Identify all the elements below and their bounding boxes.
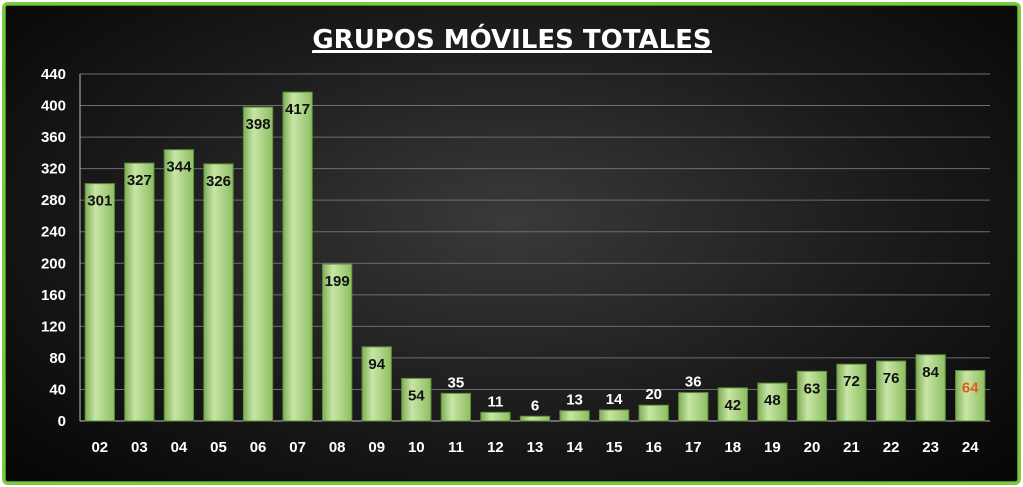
bar-08 — [322, 263, 353, 422]
x-tick-label: 16 — [645, 439, 662, 456]
bar-22 — [875, 360, 907, 422]
data-label: 20 — [645, 386, 662, 403]
data-label: 84 — [922, 364, 939, 381]
bar-21 — [836, 363, 867, 422]
x-tick-label: 20 — [804, 439, 821, 456]
data-label: 42 — [724, 397, 741, 414]
bar-19 — [757, 382, 788, 422]
bar-03 — [124, 162, 155, 422]
x-tick-label: 15 — [606, 439, 623, 456]
chart-title: GRUPOS MÓVILES TOTALES — [312, 23, 711, 55]
bars: 301 327 344 326 398 417 199 94 54 35 11 6 13 14 20 36 42… — [84, 91, 986, 422]
bar-16 — [638, 404, 669, 422]
x-tick-label: 11 — [448, 439, 464, 456]
data-label: 11 — [488, 393, 504, 410]
y-tick-label: 360 — [41, 129, 66, 146]
y-tick-label: 0 — [58, 413, 66, 430]
data-label: 72 — [843, 373, 860, 390]
y-tick-label: 400 — [41, 98, 66, 115]
x-tick-label: 22 — [883, 439, 900, 456]
bar-02 — [84, 183, 115, 422]
bar-14 — [559, 410, 590, 422]
data-label: 398 — [246, 116, 271, 133]
y-tick-label: 440 — [41, 66, 66, 83]
x-tick-label: 18 — [724, 439, 741, 456]
x-tick-label: 08 — [329, 439, 346, 456]
data-label: 64 — [962, 380, 979, 397]
y-tick-label: 80 — [49, 350, 66, 367]
data-label: 344 — [166, 159, 192, 176]
bar-06 — [242, 106, 274, 422]
data-label: 326 — [206, 173, 231, 190]
bar-13 — [519, 415, 551, 422]
data-label: 48 — [764, 392, 781, 409]
bar-23 — [915, 354, 946, 422]
data-label: 35 — [448, 374, 465, 391]
bar-10 — [401, 377, 432, 422]
x-tick-label: 21 — [843, 439, 860, 456]
x-tick-label: 19 — [764, 439, 781, 456]
data-label: 417 — [285, 101, 310, 118]
bar-09 — [361, 346, 392, 422]
bar-05 — [203, 163, 234, 422]
data-label: 301 — [87, 193, 112, 210]
data-label: 36 — [685, 374, 702, 391]
y-tick-label: 200 — [41, 255, 66, 272]
x-tick-label: 06 — [250, 439, 267, 456]
bar-11 — [440, 392, 472, 422]
x-tick-label: 24 — [962, 439, 979, 456]
data-label: 14 — [606, 391, 623, 408]
x-tick-label: 14 — [566, 439, 583, 456]
y-tick-label: 240 — [41, 224, 66, 241]
bar-12 — [480, 411, 511, 422]
x-tick-label: 10 — [408, 439, 425, 456]
data-label: 199 — [325, 273, 350, 290]
data-label: 63 — [804, 380, 821, 397]
x-tick-label: 04 — [171, 439, 188, 456]
x-tick-label: 02 — [91, 439, 108, 456]
data-label: 13 — [566, 392, 583, 409]
x-tick-label: 07 — [289, 439, 306, 456]
x-tick-label: 09 — [368, 439, 385, 456]
x-tick-label: 12 — [487, 439, 504, 456]
x-tick-label: 03 — [131, 439, 148, 456]
x-tick-label: 17 — [685, 439, 702, 456]
data-label: 54 — [408, 387, 425, 404]
bar-20 — [796, 370, 828, 422]
data-label: 327 — [127, 172, 152, 189]
bar-07 — [282, 91, 313, 422]
y-tick-label: 120 — [41, 318, 66, 335]
x-axis: 02 03 04 05 06 07 08 09 10 11 12 13 14 15 16 17 18 19 20 21… — [91, 439, 979, 456]
bar-24 — [955, 370, 986, 422]
y-axis: 0 40 80 120 160 200 240 280 320 360 400 440 — [41, 66, 81, 430]
bar-17 — [678, 392, 709, 422]
bar-15 — [598, 409, 630, 422]
bar-04 — [163, 149, 195, 422]
data-label: 94 — [368, 356, 385, 373]
x-tick-label: 23 — [922, 439, 939, 456]
y-tick-label: 280 — [41, 192, 66, 209]
bar-18 — [717, 387, 748, 422]
x-tick-label: 13 — [527, 439, 544, 456]
y-tick-label: 160 — [41, 287, 66, 304]
x-tick-label: 05 — [210, 439, 227, 456]
data-label: 76 — [883, 370, 900, 387]
data-label: 6 — [531, 397, 539, 414]
y-tick-label: 320 — [41, 161, 66, 178]
y-tick-label: 40 — [49, 381, 66, 398]
